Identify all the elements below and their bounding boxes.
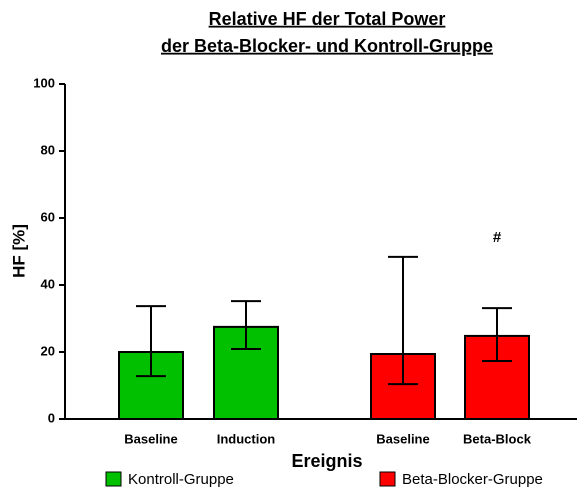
- legend-swatch: [105, 471, 122, 487]
- chart-title: der Beta-Blocker- und Kontroll-Gruppe: [161, 36, 493, 56]
- y-tick-label: 80: [41, 142, 55, 157]
- y-tick-label: 20: [41, 343, 55, 358]
- x-tick-label: Baseline: [124, 431, 177, 446]
- legend-label: Kontroll-Gruppe: [128, 471, 234, 488]
- x-tick-label: Baseline: [376, 431, 429, 446]
- legend-label: Beta-Blocker-Gruppe: [402, 471, 543, 488]
- y-tick-label: 40: [41, 276, 55, 291]
- chart-title: Relative HF der Total Power: [209, 9, 446, 29]
- y-tick-label: 60: [41, 209, 55, 224]
- legend-swatch: [379, 471, 396, 487]
- bar: [464, 334, 530, 421]
- x-tick-label: Induction: [217, 431, 276, 446]
- bar: [370, 353, 436, 421]
- x-axis-label: Ereignis: [291, 451, 362, 471]
- annotation: #: [493, 229, 502, 246]
- y-tick-label: 0: [48, 410, 55, 425]
- y-axis-label: HF [%]: [9, 224, 28, 278]
- y-tick-label: 100: [33, 75, 55, 90]
- x-tick-label: Beta-Block: [463, 431, 532, 446]
